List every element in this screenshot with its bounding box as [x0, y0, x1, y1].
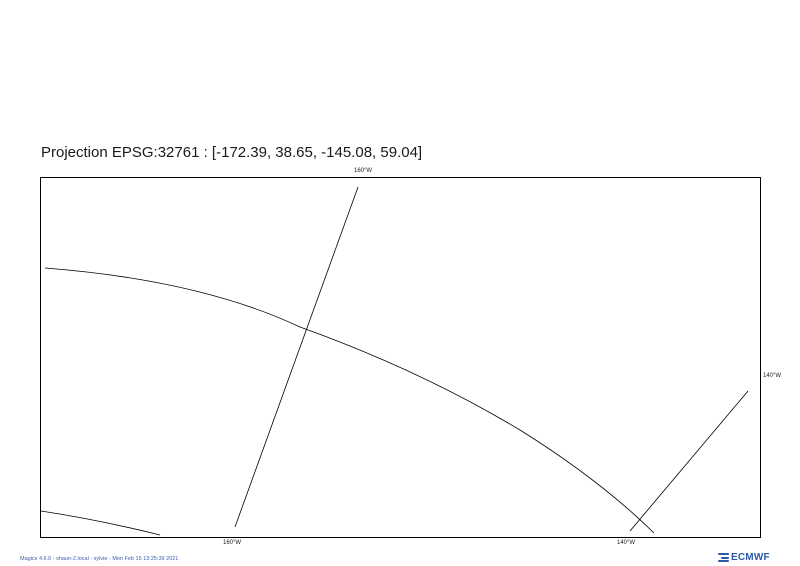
map-frame-border	[40, 177, 761, 538]
graticule-parallel-upper	[44, 267, 655, 534]
graticule-meridian-160w	[234, 186, 359, 528]
ecmwf-logo-text: ECMWF	[731, 552, 770, 563]
graticule-label-bottom-160w: 160°W	[223, 540, 242, 546]
footer-metadata: Magics 4.6.0 - shaun-2.local - sylvie - …	[20, 556, 179, 562]
graticule-meridian-140w	[629, 390, 749, 532]
graticule-label-right-140w: 140°W	[763, 373, 782, 379]
graticule-label-bottom-140w: 140°W	[617, 540, 636, 546]
ecmwf-logo: ECMWF	[718, 552, 770, 563]
map-title: Projection EPSG:32761 : [-172.39, 38.65,…	[41, 144, 423, 161]
graticule-label-top-160w: 160°W	[354, 168, 373, 174]
ecmwf-logo-icon	[718, 553, 729, 562]
graticule-parallel-lower	[40, 510, 161, 536]
